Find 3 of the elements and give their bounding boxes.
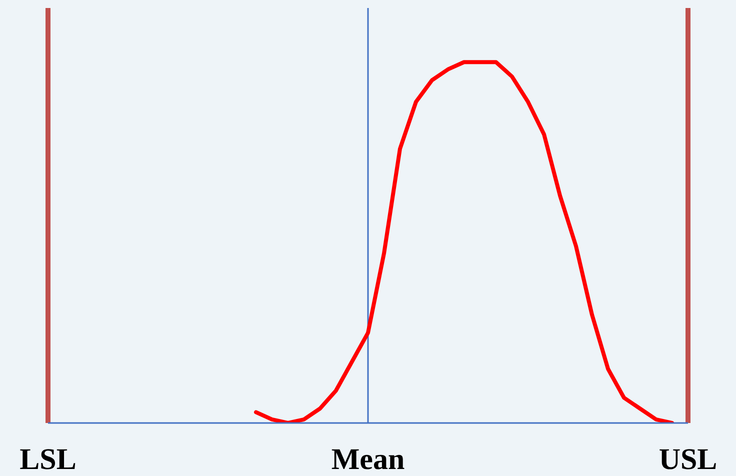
x-tick-label: USL [658,443,718,476]
x-tick-label: LSL [20,443,76,476]
x-tick-label: Mean [331,443,405,476]
